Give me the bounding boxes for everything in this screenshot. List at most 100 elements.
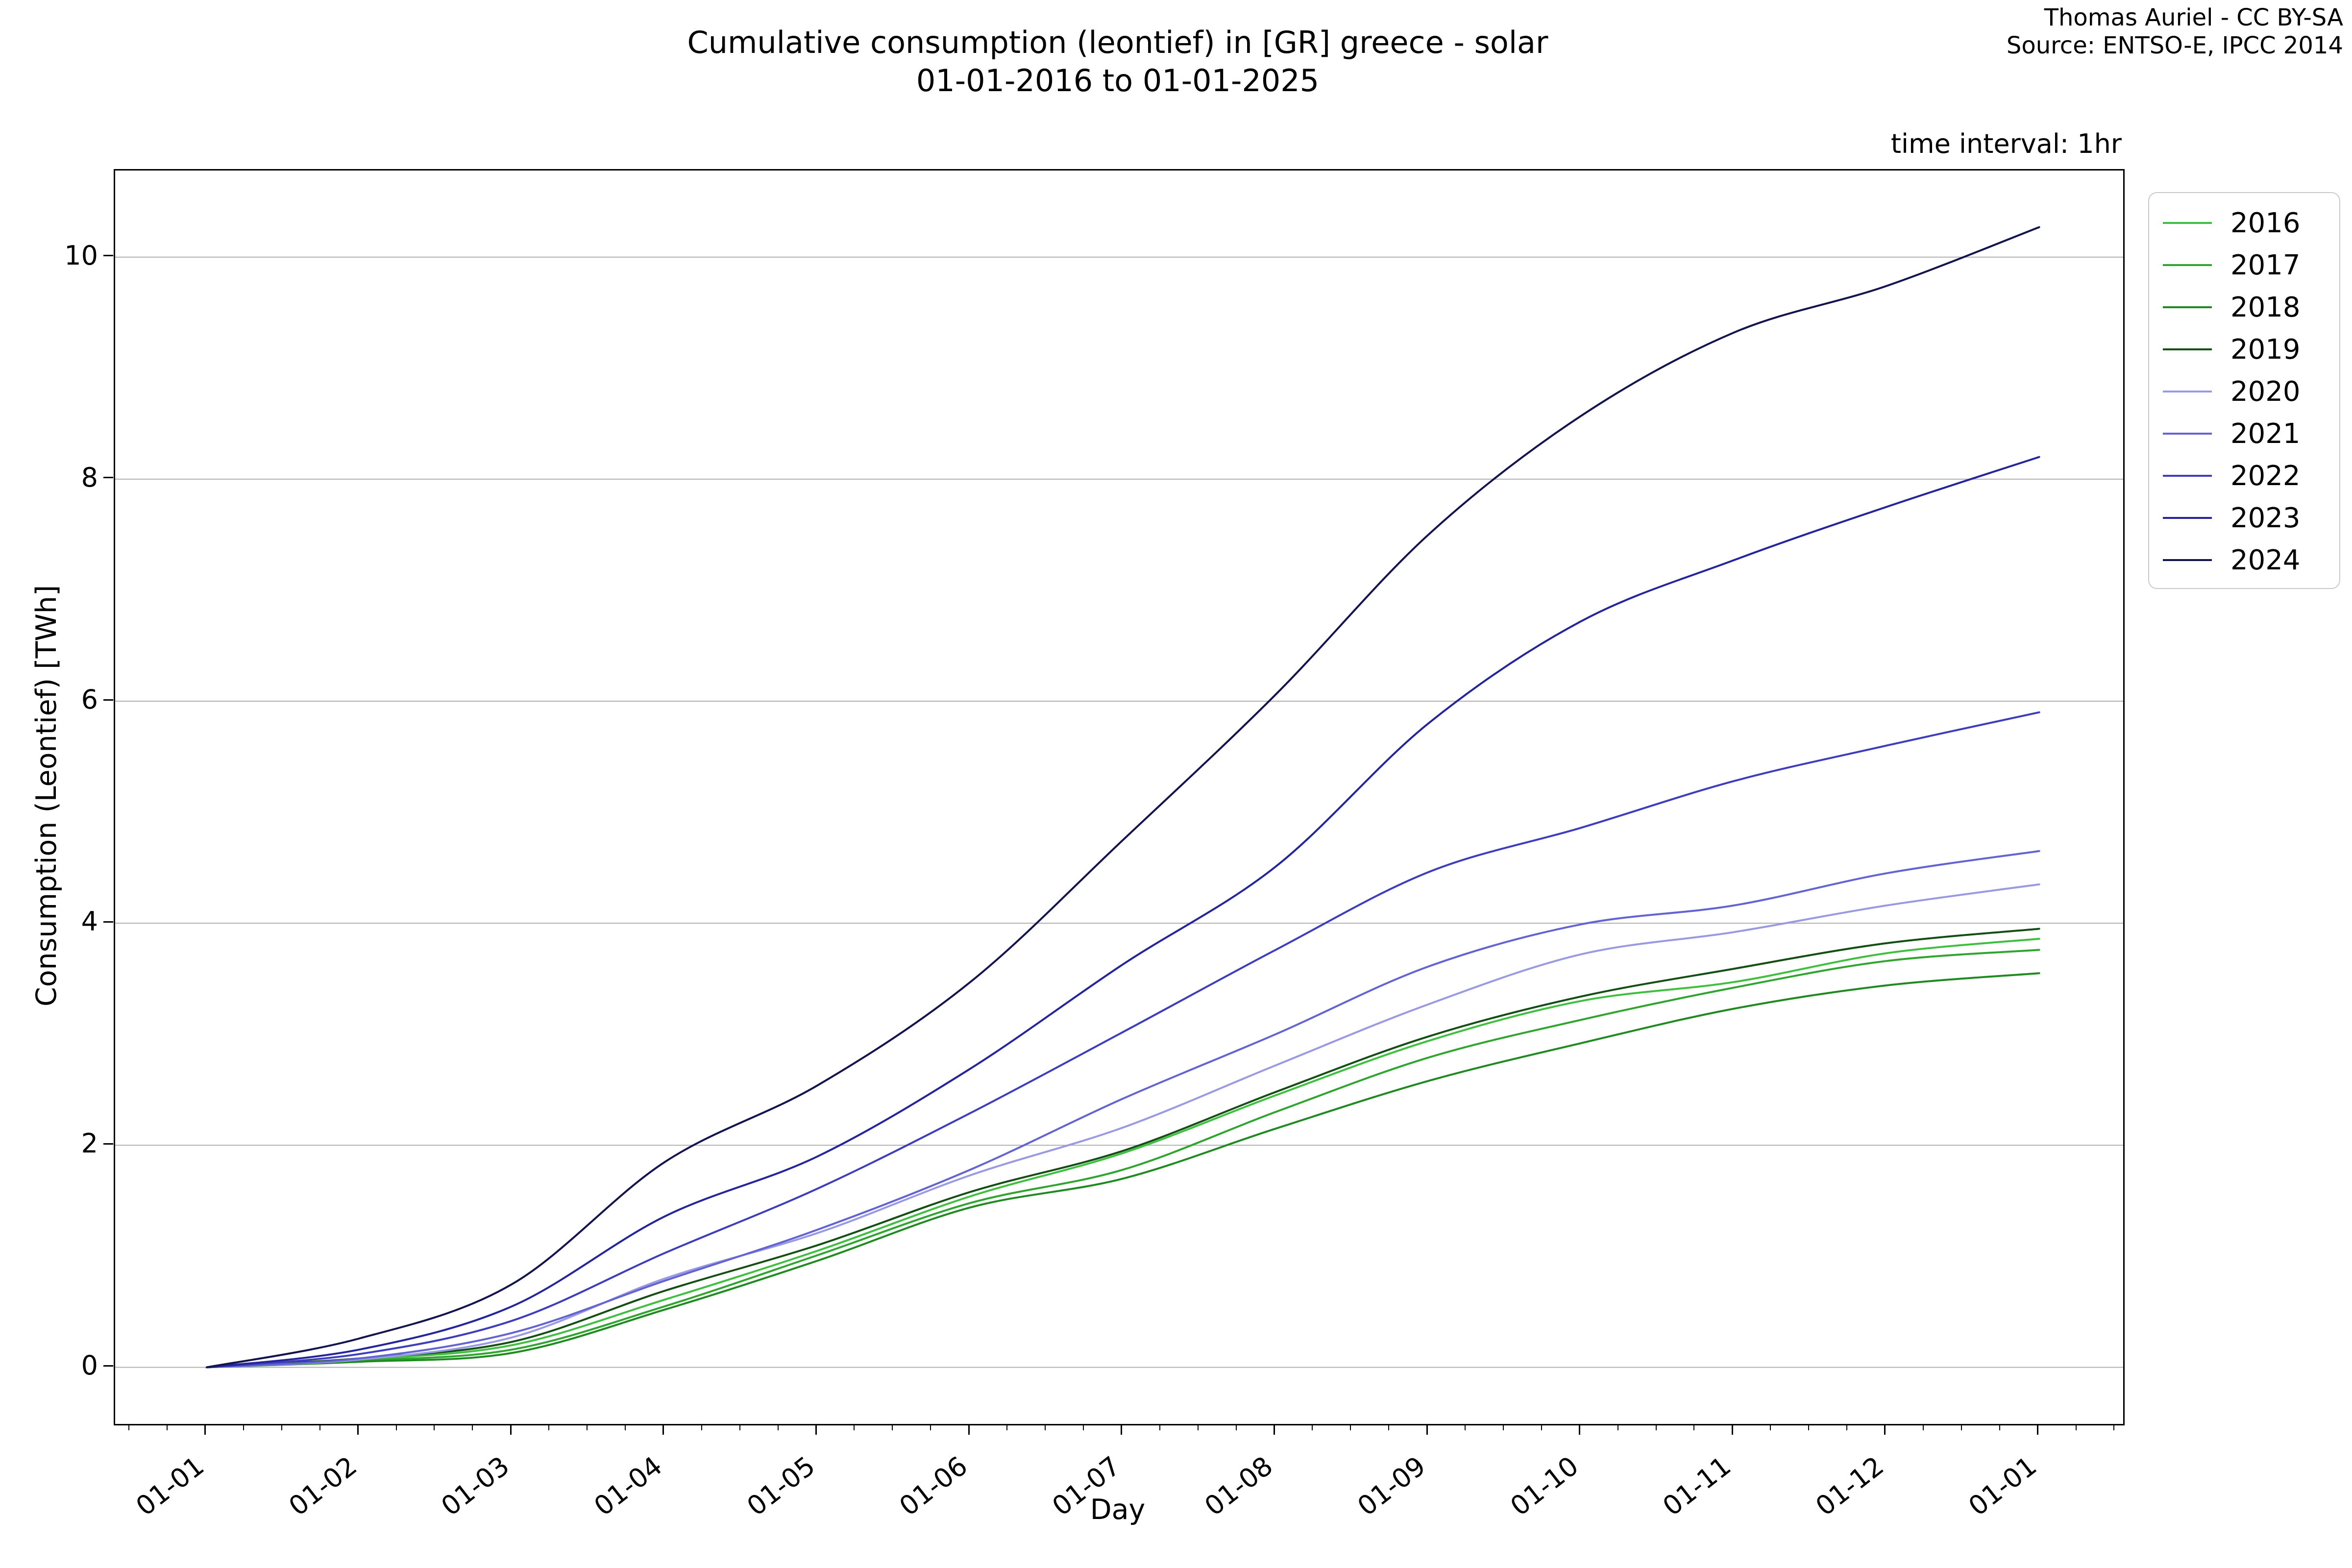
chart-title-line1: Cumulative consumption (leontief) in [GR… [687, 24, 1548, 60]
legend-row-2017: 2017 [2149, 244, 2339, 286]
legend-row-2023: 2023 [2149, 497, 2339, 539]
series-line-2016 [205, 937, 2040, 1369]
legend-row-2016: 2016 [2149, 202, 2339, 244]
series-line-2023 [205, 456, 2040, 1369]
x-minor-tick [1922, 1424, 1924, 1430]
x-minor-tick [2113, 1424, 2115, 1430]
y-tick-mark-4 [103, 921, 113, 923]
x-minor-tick [777, 1424, 779, 1430]
x-tick-mark-1 [357, 1424, 359, 1435]
x-tick-mark-4 [815, 1424, 817, 1435]
series-line-2020 [205, 883, 2040, 1369]
x-minor-tick [1846, 1424, 1848, 1430]
y-tick-mark-2 [103, 1143, 113, 1145]
legend-label-2024: 2024 [2230, 544, 2301, 576]
x-tick-mark-7 [1273, 1424, 1275, 1435]
x-minor-tick [1808, 1424, 1810, 1430]
x-minor-tick [892, 1424, 893, 1430]
x-minor-tick [1082, 1424, 1084, 1430]
x-minor-tick [1541, 1424, 1542, 1430]
credit-author: Thomas Auriel - CC BY-SA [2044, 4, 2343, 31]
chart-title: Cumulative consumption (leontief) in [GR… [114, 24, 2122, 100]
legend-line-swatch-2023 [2163, 517, 2212, 519]
chart-canvas [115, 226, 2123, 1369]
legend-line-swatch-2022 [2163, 475, 2212, 477]
x-minor-tick [128, 1424, 130, 1430]
series-line-2017 [205, 949, 2040, 1369]
legend-line-swatch-2016 [2163, 222, 2212, 224]
legend-label-2018: 2018 [2230, 291, 2301, 323]
series-line-2019 [205, 928, 2040, 1369]
x-minor-tick [167, 1424, 168, 1430]
x-minor-tick [1617, 1424, 1618, 1430]
series-line-2021 [205, 850, 2040, 1369]
y-tick-label-4: 4 [81, 906, 98, 937]
x-tick-mark-6 [1121, 1424, 1123, 1435]
legend-label-2021: 2021 [2230, 417, 2301, 450]
x-minor-tick [587, 1424, 588, 1430]
legend-label-2020: 2020 [2230, 375, 2301, 408]
legend-line-swatch-2021 [2163, 433, 2212, 435]
series-line-2024 [205, 226, 2040, 1369]
y-tick-mark-10 [103, 255, 113, 257]
x-minor-tick [1006, 1424, 1008, 1430]
plot-area [114, 169, 2125, 1425]
legend-label-2019: 2019 [2230, 333, 2301, 366]
legend-label-2016: 2016 [2230, 207, 2301, 239]
legend-row-2019: 2019 [2149, 328, 2339, 370]
legend-label-2022: 2022 [2230, 460, 2301, 492]
legend-row-2022: 2022 [2149, 455, 2339, 497]
legend-row-2024: 2024 [2149, 539, 2339, 581]
series-line-2022 [205, 711, 2040, 1369]
x-minor-tick [1464, 1424, 1466, 1430]
chart-title-line2: 01-01-2016 to 01-01-2025 [916, 63, 1320, 98]
credit-text: Thomas Auriel - CC BY-SA Source: ENTSO-E… [2007, 4, 2343, 60]
x-minor-tick [1655, 1424, 1657, 1430]
x-minor-tick [701, 1424, 702, 1430]
y-tick-mark-0 [103, 1365, 113, 1367]
y-tick-label-8: 8 [81, 462, 98, 493]
x-minor-tick [739, 1424, 740, 1430]
x-tick-mark-2 [510, 1424, 512, 1435]
x-minor-tick [854, 1424, 855, 1430]
y-axis-label: Consumption (Leontief) [TWh] [30, 585, 63, 1007]
x-minor-tick [1235, 1424, 1237, 1430]
legend-label-2017: 2017 [2230, 249, 2301, 281]
x-minor-tick [1350, 1424, 1351, 1430]
x-minor-tick [1044, 1424, 1046, 1430]
legend-line-swatch-2024 [2163, 559, 2212, 561]
x-minor-tick [319, 1424, 320, 1430]
x-minor-tick [1159, 1424, 1160, 1430]
credit-source: Source: ENTSO-E, IPCC 2014 [2006, 32, 2343, 59]
x-minor-tick [472, 1424, 473, 1430]
x-tick-mark-5 [968, 1424, 970, 1435]
x-axis-label: Day [1090, 1494, 1146, 1526]
x-minor-tick [624, 1424, 626, 1430]
y-tick-label-6: 6 [81, 684, 98, 715]
x-minor-tick [1197, 1424, 1199, 1430]
x-tick-mark-3 [662, 1424, 664, 1435]
x-tick-mark-9 [1579, 1424, 1581, 1435]
legend: 2016 2017 2018 2019 2020 2021 2022 2023 2024 [2148, 192, 2340, 589]
series-line-2018 [205, 972, 2040, 1369]
x-tick-mark-12 [2037, 1424, 2039, 1435]
y-tick-label-0: 0 [81, 1350, 98, 1381]
x-tick-mark-8 [1426, 1424, 1428, 1435]
time-interval-note: time interval: 1hr [1890, 128, 2122, 159]
y-tick-mark-8 [103, 477, 113, 479]
x-minor-tick [434, 1424, 435, 1430]
x-minor-tick [1693, 1424, 1695, 1430]
x-tick-mark-11 [1884, 1424, 1886, 1435]
legend-line-swatch-2017 [2163, 264, 2212, 266]
legend-line-swatch-2018 [2163, 306, 2212, 308]
x-minor-tick [1770, 1424, 1771, 1430]
x-minor-tick [1960, 1424, 1962, 1430]
legend-row-2020: 2020 [2149, 370, 2339, 413]
legend-line-swatch-2019 [2163, 348, 2212, 350]
legend-line-swatch-2020 [2163, 391, 2212, 392]
x-tick-mark-0 [204, 1424, 206, 1435]
x-minor-tick [548, 1424, 550, 1430]
legend-row-2021: 2021 [2149, 413, 2339, 455]
x-minor-tick [1388, 1424, 1390, 1430]
